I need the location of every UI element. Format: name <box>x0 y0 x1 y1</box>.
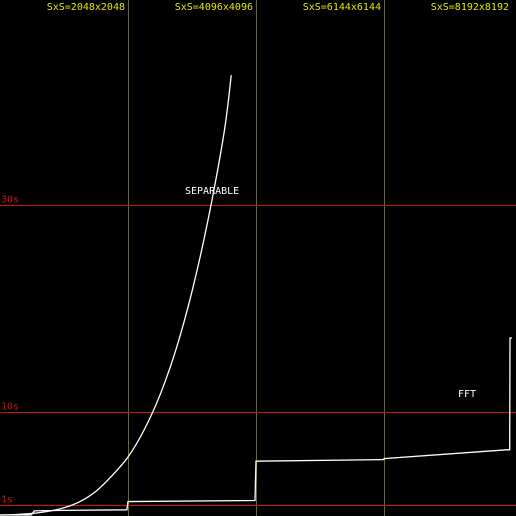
series-line-fft <box>0 337 512 516</box>
x-tick-label-2048: SxS=2048x2048 <box>47 2 125 13</box>
y-tick-label-10: 10s <box>1 402 19 413</box>
y-tick-label-1: 1s <box>1 495 13 506</box>
x-tick-label-6144: SxS=6144x6144 <box>303 2 381 13</box>
label-layer: SxS=2048x2048 SxS=4096x4096 SxS=6144x6144 S… <box>1 2 509 506</box>
x-tick-label-4096: SxS=4096x4096 <box>175 2 253 13</box>
series-layer <box>0 75 512 516</box>
x-tick-label-8192: SxS=8192x8192 <box>431 2 509 13</box>
series-line-separable <box>0 75 232 516</box>
series-label-fft: FFT <box>458 389 476 400</box>
series-label-separable: SEPARABLE <box>185 186 239 197</box>
y-tick-label-30: 30s <box>1 195 19 206</box>
